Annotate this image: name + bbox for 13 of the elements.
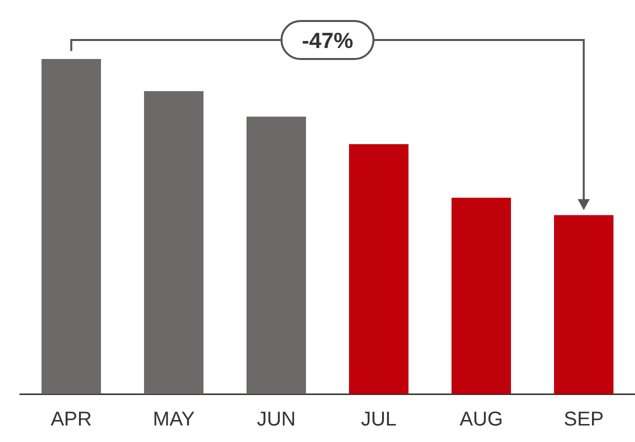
x-tick-label: AUG: [460, 408, 503, 431]
x-tick-label: SEP: [564, 408, 604, 431]
text: -47%: [302, 28, 354, 53]
x-tick-label: JUL: [360, 408, 397, 431]
bar: [246, 116, 306, 394]
x-tick-label: JUN: [256, 408, 296, 431]
x-tick-label: MAY: [152, 408, 195, 431]
bar: [452, 198, 511, 394]
bar: [349, 144, 408, 394]
x-tick-label: APR: [50, 408, 92, 431]
bar: [144, 91, 204, 394]
bar: [42, 59, 101, 394]
bar: [554, 215, 614, 394]
